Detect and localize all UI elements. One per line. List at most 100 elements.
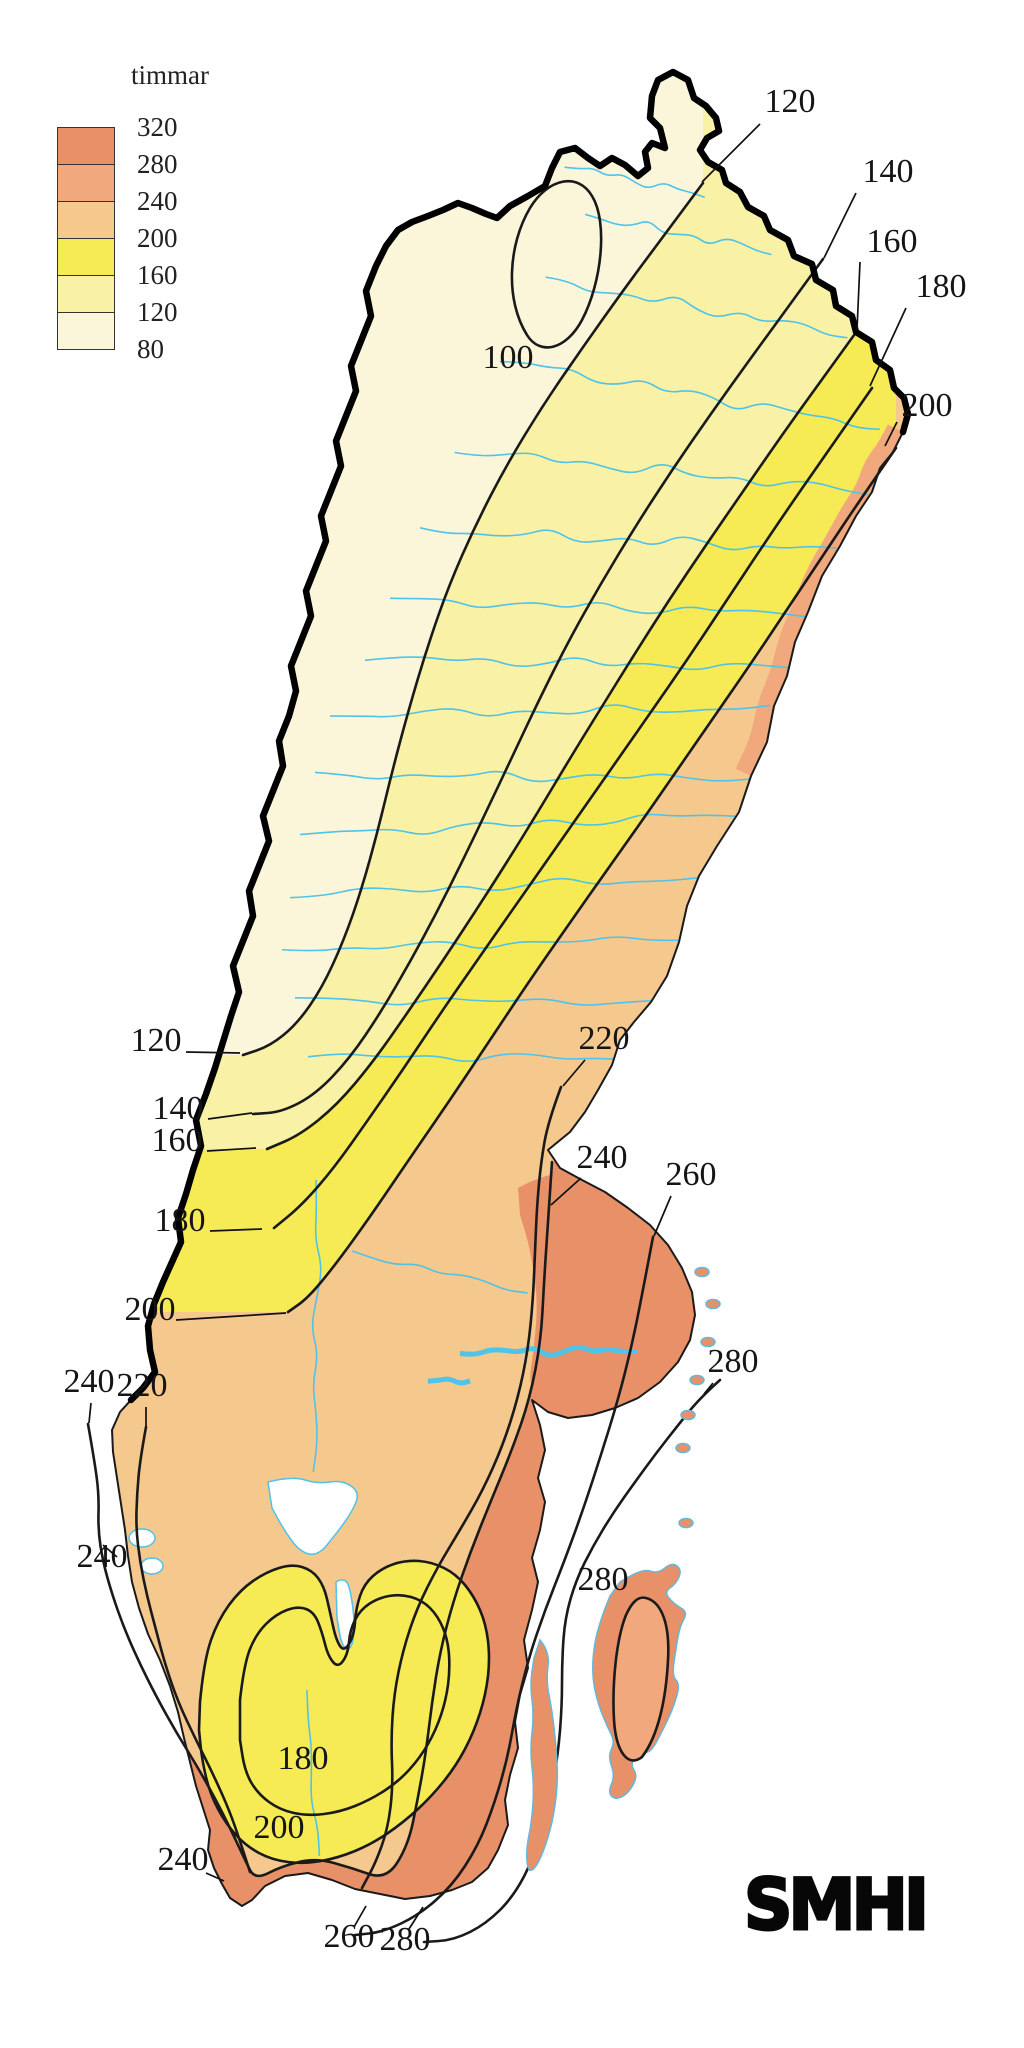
label-leader-line [701,123,761,183]
contour-180 [272,386,874,1230]
contour-label: 240 [77,1538,128,1575]
legend-title: timmar [131,60,209,90]
archipelago-islet [678,1517,694,1529]
contour-220-west [135,1425,252,1874]
label-leader-line [88,1402,92,1424]
contour-label: 160 [152,1122,203,1159]
label-leader-line [205,1872,225,1882]
river [390,597,807,618]
label-leader-line [884,421,898,447]
label-leader-line [185,1051,241,1054]
label-leader-line [408,1906,424,1930]
river [364,656,789,671]
river [306,1689,321,1856]
legend-tick-label: 320 [137,112,178,142]
contour-100 [510,179,603,349]
label-leader-line [856,261,861,331]
river [290,876,699,899]
river [295,997,653,1006]
river [351,1250,528,1294]
contour-200 [286,446,898,1314]
contour-280-gotland [612,1596,670,1762]
legend-tick-label: 200 [137,223,178,253]
contour-180-south [238,1593,451,1817]
legend-swatch [57,127,115,165]
contour-label: 140 [153,1090,204,1127]
contour-label: 280 [578,1561,629,1598]
contour-label: 260 [666,1156,717,1193]
contour-label: 280 [380,1921,431,1958]
contour-140 [251,257,825,1116]
contour-label: 160 [867,223,918,260]
legend-swatch [57,201,115,239]
contour-label: 140 [863,153,914,190]
lake-hjalmaren [427,1376,471,1386]
label-leader-line [562,1059,586,1087]
contour-label: 280 [708,1343,759,1380]
label-leader-line [207,1112,253,1120]
river [584,213,772,256]
archipelago-islet [680,1409,696,1421]
contour-160 [265,329,859,1151]
contour-label: 120 [765,83,816,120]
label-leader-line [653,1195,672,1237]
contour-label: 220 [117,1367,168,1404]
river [454,451,868,496]
river [499,360,880,431]
sweden-land-border [127,68,912,1404]
lakes [128,1477,358,1650]
contour-label: 240 [158,1841,209,1878]
legend-tick-label: 120 [137,297,178,327]
contour-120 [241,181,705,1057]
contour-label: 200 [254,1809,305,1846]
river [299,813,738,836]
legend-swatch [57,238,115,276]
river [419,527,837,551]
contour-label: 180 [278,1740,329,1777]
contour-label: 200 [125,1291,176,1328]
legend-swatch [57,275,115,313]
label-leader-line [209,1228,263,1232]
coastal-inlet [128,1528,156,1548]
islands [526,1266,721,1872]
label-leader-line [175,1312,287,1321]
contour-200-south [197,1559,491,1865]
legend-tick-label: 80 [137,334,164,364]
river [307,1053,629,1062]
contour-lines [86,179,898,1944]
legend-swatch [57,164,115,202]
legend-tick-label: 240 [137,186,178,216]
contour-260 [353,1235,655,1937]
label-leader-line [206,1147,257,1152]
river [545,276,848,339]
contour-label: 180 [916,268,967,305]
label-leader-line [703,1382,714,1395]
river [564,166,705,199]
contour-label: 100 [483,339,534,376]
contour-label: 220 [579,1020,630,1057]
contour-label: 240 [64,1363,115,1400]
contour-220-east [360,1085,563,1890]
label-leader-line [869,307,907,387]
legend-tick-label: 280 [137,149,178,179]
contour-label: 120 [131,1022,182,1059]
archipelago-islet [675,1442,691,1454]
lake-malaren [459,1344,639,1358]
smhi-logo: SMHI [743,1863,931,1948]
legend-swatch [57,312,115,350]
contour-label: 260 [324,1918,375,1955]
archipelago-islet [689,1374,705,1386]
label-leader-line [823,192,857,259]
contour-label: 240 [577,1139,628,1176]
lake-vanern [267,1477,358,1556]
label-leader-line [102,1544,118,1558]
island-oland [526,1638,559,1872]
river [330,704,771,718]
archipelago-islet [694,1266,710,1278]
archipelago-islet [700,1336,716,1348]
contour-label: 180 [155,1202,206,1239]
contour-280 [422,1378,722,1944]
